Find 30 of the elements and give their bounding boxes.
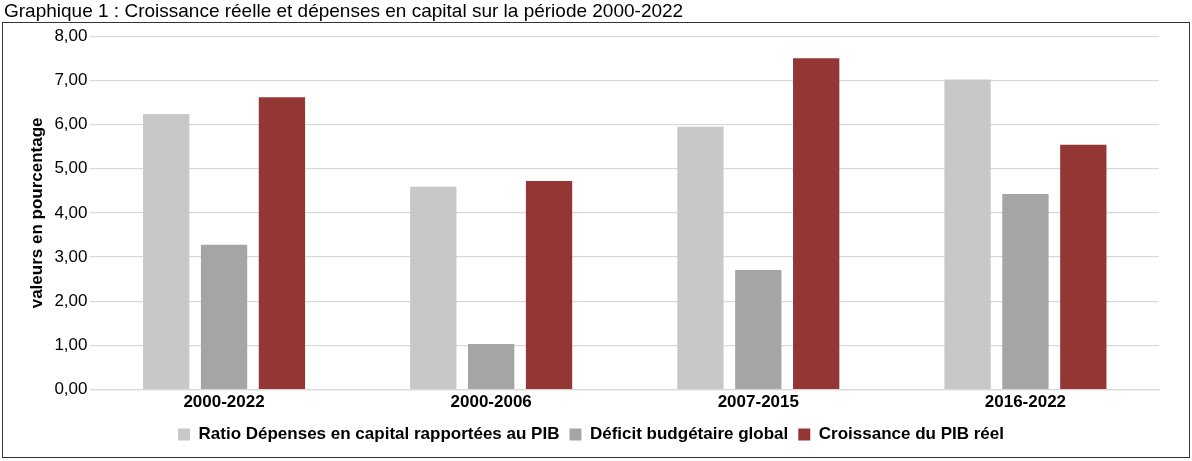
x-tick-label: 2000-2022 (183, 392, 265, 412)
bar (200, 244, 248, 389)
bar (944, 79, 991, 389)
legend-label: Croissance du PIB réel (818, 424, 1004, 444)
bar (1060, 144, 1107, 389)
x-tick-label: 2000-2006 (450, 392, 532, 412)
bar (735, 269, 782, 389)
bar (793, 58, 840, 389)
y-tick-label: 6,00 (54, 114, 88, 134)
bar (258, 97, 306, 389)
bar (468, 344, 515, 389)
y-tick-label: 2,00 (54, 290, 88, 310)
y-tick-label: 7,00 (54, 70, 88, 90)
bar (410, 186, 457, 389)
y-tick-label: 5,00 (54, 158, 88, 178)
y-tick-label: 1,00 (54, 335, 88, 355)
legend-label: Déficit budgétaire global (589, 424, 789, 444)
y-tick-label: 8,00 (54, 25, 88, 45)
y-tick-label: 4,00 (54, 202, 88, 222)
y-tick-label: 0,00 (54, 379, 88, 399)
x-tick-label: 2007-2015 (717, 392, 799, 412)
legend-label: Ratio Dépenses en capital rapportées au PIB (198, 424, 560, 444)
y-tick-label: 3,00 (54, 246, 88, 266)
x-tick-label: 2016-2022 (984, 392, 1067, 412)
y-axis-title: valeurs en pourcentage (26, 117, 46, 309)
bar (1002, 193, 1049, 389)
bar (677, 126, 724, 389)
chart-title: Graphique 1 : Croissance réelle et dépenses en capital sur la période 2000-2022 (3, 0, 685, 22)
bar (525, 181, 573, 389)
bar (143, 113, 190, 389)
